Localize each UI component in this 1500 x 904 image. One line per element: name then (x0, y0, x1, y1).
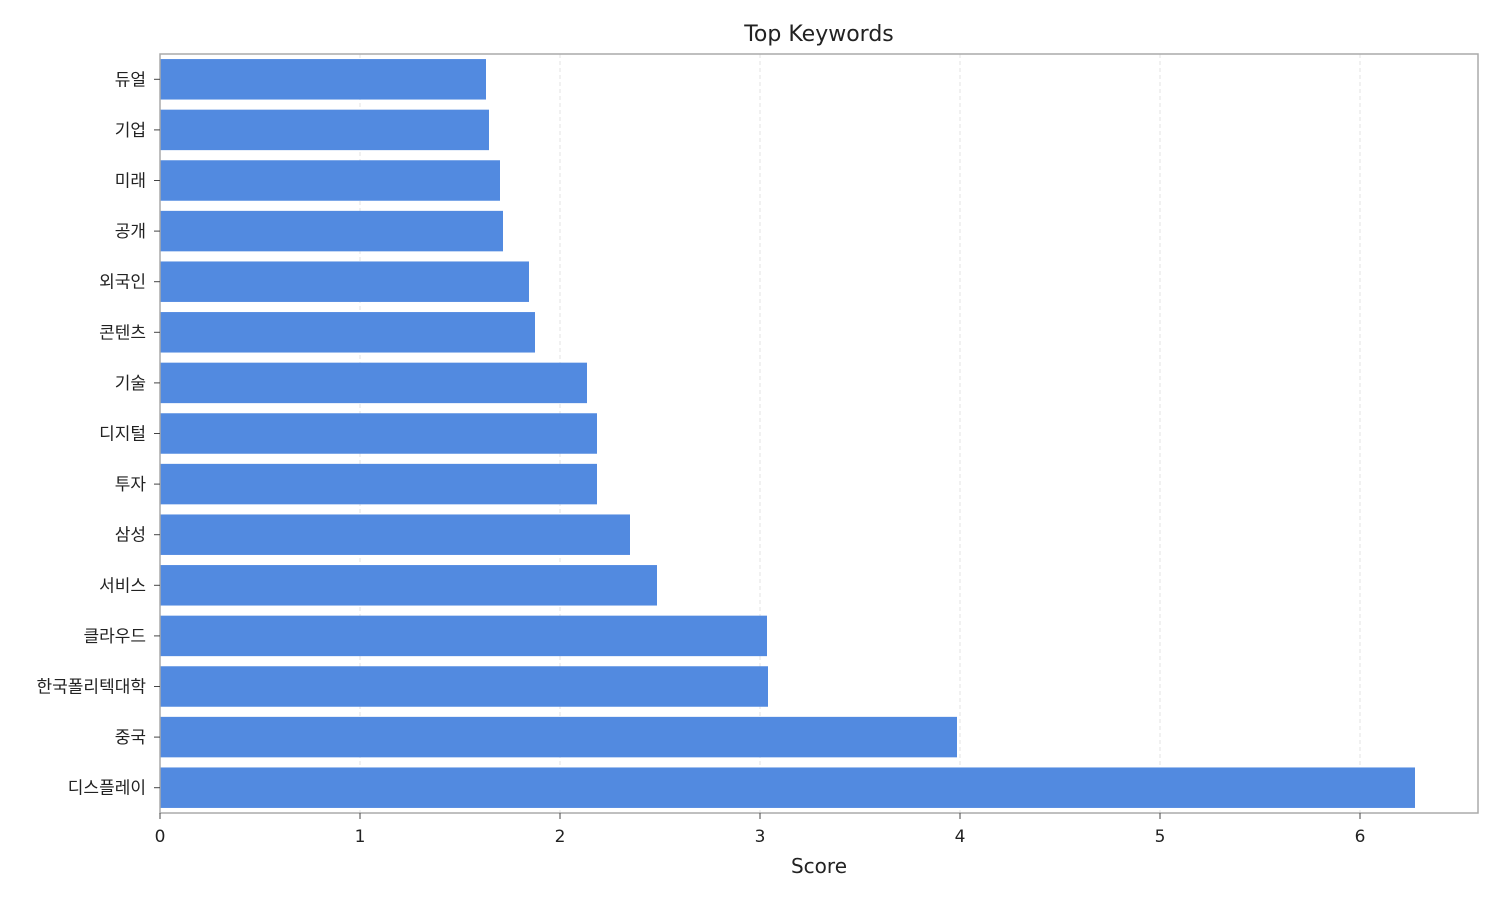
chart-title: Top Keywords (743, 22, 894, 47)
x-tick-label: 1 (355, 827, 366, 847)
bar (160, 463, 597, 505)
y-tick-label: 듀얼 (115, 70, 146, 90)
bar (160, 565, 657, 606)
bar (160, 413, 597, 454)
y-tick-label: 서비스 (99, 576, 146, 596)
x-tick-label: 5 (1155, 827, 1166, 847)
y-tick-label: 클라우드 (83, 627, 146, 647)
x-tick-label: 3 (755, 827, 766, 847)
y-tick-label: 삼성 (115, 526, 146, 546)
bar (160, 716, 957, 758)
bar (160, 109, 489, 151)
bar (160, 615, 767, 657)
y-tick-label: 디지털 (99, 425, 146, 445)
y-tick-label: 공개 (115, 222, 146, 242)
y-tick-label: 미래 (115, 172, 146, 192)
bar (160, 666, 768, 707)
x-tick-label: 6 (1355, 827, 1366, 847)
x-tick-label: 4 (955, 827, 966, 847)
bar (160, 160, 500, 201)
bar (160, 514, 630, 555)
y-tick-label: 한국폴리텍대학 (37, 678, 147, 698)
x-tick-label: 0 (155, 827, 166, 847)
y-tick-label: 콘텐츠 (99, 323, 146, 343)
bar (160, 767, 1415, 808)
bar (160, 312, 535, 353)
bar (160, 210, 503, 252)
axis-layer: 0 1 2 3 4 5 6 듀얼기업미래공개외국인콘텐츠기술디지털투자삼성서비스클라우드한국폴… (37, 70, 1366, 847)
y-tick-label: 중국 (115, 728, 146, 748)
x-axis-label: Score (791, 854, 847, 878)
y-tick-label: 외국인 (99, 273, 146, 293)
y-tick-label: 기업 (115, 121, 146, 141)
bar-layer (160, 59, 1415, 808)
bar (160, 261, 529, 302)
bar (160, 59, 486, 100)
y-tick-label: 디스플레이 (68, 779, 146, 799)
x-tick-label: 2 (555, 827, 566, 847)
y-tick-label: 기술 (115, 374, 146, 394)
bar (160, 362, 587, 404)
y-tick-label: 투자 (115, 475, 147, 495)
